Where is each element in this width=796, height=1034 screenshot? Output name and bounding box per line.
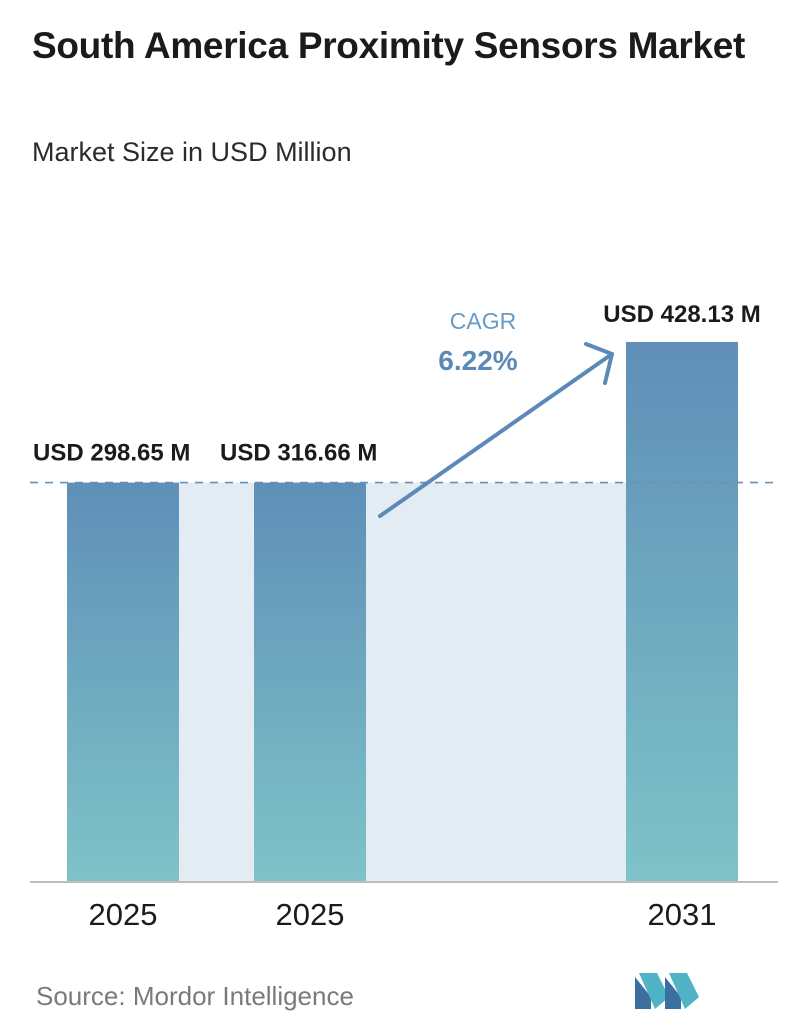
mordor-intelligence-logo-icon bbox=[635, 973, 699, 1009]
bar-2031-2 bbox=[626, 342, 738, 882]
category-label-0: 2025 bbox=[89, 897, 158, 932]
value-label-1: USD 316.66 M bbox=[220, 440, 377, 467]
bar-2025-1 bbox=[254, 482, 366, 882]
chart-subtitle: Market Size in USD Million bbox=[32, 137, 352, 167]
value-label-2: USD 428.13 M bbox=[603, 301, 760, 328]
cagr-label: CAGR bbox=[450, 308, 516, 334]
category-label-1: 2025 bbox=[276, 897, 345, 932]
comparison-band-layer bbox=[179, 482, 626, 882]
value-label-0: USD 298.65 M bbox=[33, 440, 190, 467]
bar-layer bbox=[67, 342, 738, 882]
cagr-arrow-head bbox=[584, 342, 614, 385]
chart-title: South America Proximity Sensors Market bbox=[32, 25, 746, 66]
comparison-band bbox=[179, 482, 626, 882]
guide-layer bbox=[30, 481, 780, 883]
label-layer: USD 298.65 M USD 316.66 M USD 428.13 M 2025… bbox=[33, 301, 761, 932]
cagr-annotation: CAGR 6.22% bbox=[378, 308, 614, 518]
cagr-value: 6.22% bbox=[438, 345, 517, 376]
source-note: Source: Mordor Intelligence bbox=[36, 981, 354, 1011]
category-label-2: 2031 bbox=[648, 897, 717, 932]
bar-2025-0 bbox=[67, 482, 179, 882]
cagr-arrow-line bbox=[378, 352, 614, 518]
